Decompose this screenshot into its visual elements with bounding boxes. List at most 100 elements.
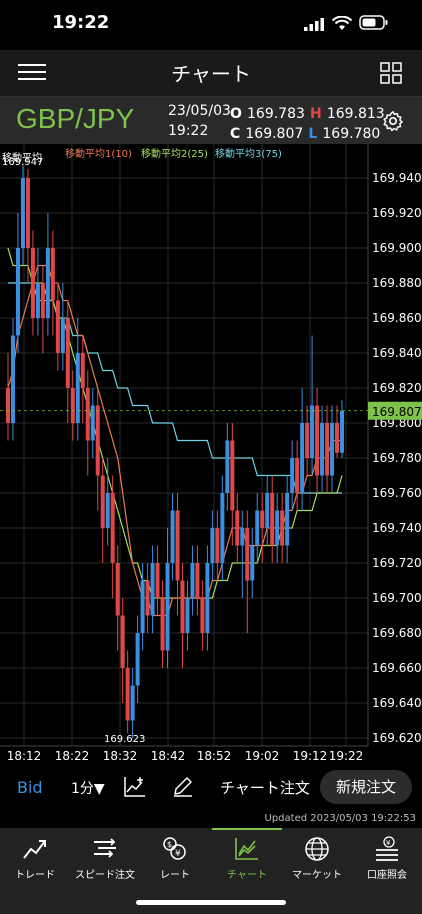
candle-body — [15, 248, 20, 336]
candle-body — [290, 458, 295, 493]
y-tick-label: 169.700 — [372, 591, 422, 605]
chart-icon — [235, 838, 258, 860]
add-indicator-icon[interactable] — [123, 775, 147, 799]
status-time: 19:22 — [52, 12, 110, 33]
tab-trade[interactable]: トレード — [0, 828, 70, 888]
candlestick-chart[interactable]: 169.940 169.920 169.900 169.880 169.860 169.8… — [0, 144, 422, 770]
open-value: 169.783 — [247, 106, 305, 122]
status-bar: 19:22 — [0, 0, 422, 50]
tab-label: 口座照会 — [367, 870, 407, 881]
tab-speed-order[interactable]: スピード注文 — [70, 828, 140, 888]
bottom-tab-bar: トレード スピード注文 $ ¥ レート チャート マーケット ¥ 口座照会 — [0, 828, 422, 914]
y-tick-label: 169.640 — [372, 696, 422, 710]
ma-legend-title: 移動平均 — [2, 153, 42, 164]
candle-body — [215, 528, 220, 563]
y-tick-label: 169.820 — [372, 381, 422, 395]
grid-layout-icon[interactable] — [380, 62, 402, 84]
rate-icon: $¥ — [163, 837, 186, 860]
candle-body — [25, 178, 30, 248]
x-tick-label: 19:02 — [245, 749, 280, 763]
tab-label: トレード — [15, 870, 55, 881]
candle-body — [155, 563, 160, 598]
candle-body — [210, 528, 215, 563]
chart-area[interactable]: 169.940 169.920 169.900 169.880 169.860 169.8… — [0, 144, 422, 770]
candle-body — [40, 283, 45, 318]
ma3-legend: 移動平均3(75) — [215, 149, 282, 160]
bid-ask-toggle[interactable]: Bid — [17, 778, 43, 797]
candle-body — [205, 563, 210, 633]
updated-timestamp: Updated 2023/05/03 19:22:53 — [264, 813, 416, 824]
candle-body — [150, 563, 155, 616]
candle-body — [245, 528, 250, 581]
chart-toolbar: Bid 1分▼ チャート注文 新規注文 — [0, 770, 422, 812]
y-tick-label: 169.880 — [372, 276, 422, 290]
candle-body — [220, 493, 225, 563]
chart-order-button[interactable]: チャート注文 — [220, 779, 310, 797]
tab-label: レート — [160, 870, 190, 881]
candle-body — [270, 493, 275, 546]
candle-body — [145, 580, 150, 616]
y-tick-label: 169.940 — [372, 171, 422, 185]
x-tick-label: 18:42 — [151, 749, 186, 763]
close-label: C — [230, 126, 241, 142]
tab-rate[interactable]: $ ¥ レート — [140, 828, 210, 888]
candle-body — [85, 388, 90, 441]
candle-body — [20, 178, 25, 248]
draw-pencil-icon[interactable] — [172, 775, 194, 797]
x-tick-label: 18:32 — [103, 749, 138, 763]
tab-chart[interactable]: チャート — [212, 828, 282, 888]
candle-body — [90, 405, 95, 441]
candle-body — [95, 405, 100, 476]
low-label: L — [308, 126, 318, 142]
battery-icon — [359, 15, 388, 30]
candle-body — [10, 335, 15, 423]
candle-body — [165, 563, 170, 651]
candle-body — [280, 510, 285, 546]
settings-gear-icon[interactable] — [382, 110, 404, 132]
tab-market[interactable]: マーケット — [282, 828, 352, 888]
trend-icon — [23, 840, 46, 859]
nav-bar: チャート — [0, 50, 422, 96]
candle-body — [75, 353, 80, 423]
home-indicator — [136, 900, 286, 905]
candle-body — [60, 318, 65, 353]
close-value: 169.807 — [245, 126, 304, 142]
candle-body — [315, 405, 320, 476]
candle-body — [185, 598, 190, 633]
candle-body — [135, 633, 140, 686]
svg-text:¥: ¥ — [175, 849, 181, 859]
ma2-legend: 移動平均2(25) — [141, 149, 208, 160]
candle-body — [130, 685, 135, 721]
open-label: O — [230, 106, 242, 122]
globe-icon — [305, 837, 329, 861]
candle-body — [285, 493, 290, 546]
x-tick-label: 18:12 — [7, 749, 42, 763]
candle-body — [305, 423, 310, 458]
candle-body — [100, 475, 105, 528]
quote-info-bar: GBP/JPY 23/05/03 19:22 O 169.783 H 169.8… — [0, 96, 422, 146]
y-tick-label: 169.900 — [372, 241, 422, 255]
candle-body — [195, 563, 200, 598]
candle-body — [170, 510, 175, 563]
currency-pair[interactable]: GBP/JPY — [16, 103, 135, 134]
candle-body — [140, 580, 145, 633]
candle-body — [200, 598, 205, 633]
candle-body — [175, 510, 180, 581]
ma1-legend: 移動平均1(10) — [65, 149, 132, 160]
page-title: チャート — [171, 62, 251, 86]
y-tick-label: 169.680 — [372, 626, 422, 640]
candle-body — [80, 353, 85, 388]
candle-body — [180, 580, 185, 633]
candle-body — [105, 493, 110, 528]
high-value: 169.813 — [326, 106, 385, 122]
candle-body — [240, 528, 245, 546]
signal-icon — [304, 18, 324, 31]
low-marker-label: 169.623 — [104, 734, 146, 745]
tab-account[interactable]: ¥ 口座照会 — [352, 828, 422, 888]
candle-body — [320, 423, 325, 476]
menu-icon[interactable] — [18, 64, 46, 82]
new-order-button[interactable]: 新規注文 — [320, 770, 412, 804]
y-tick-label: 169.760 — [372, 486, 422, 500]
interval-select[interactable]: 1分▼ — [71, 781, 105, 797]
updated-bar: Updated 2023/05/03 19:22:53 — [0, 812, 422, 828]
